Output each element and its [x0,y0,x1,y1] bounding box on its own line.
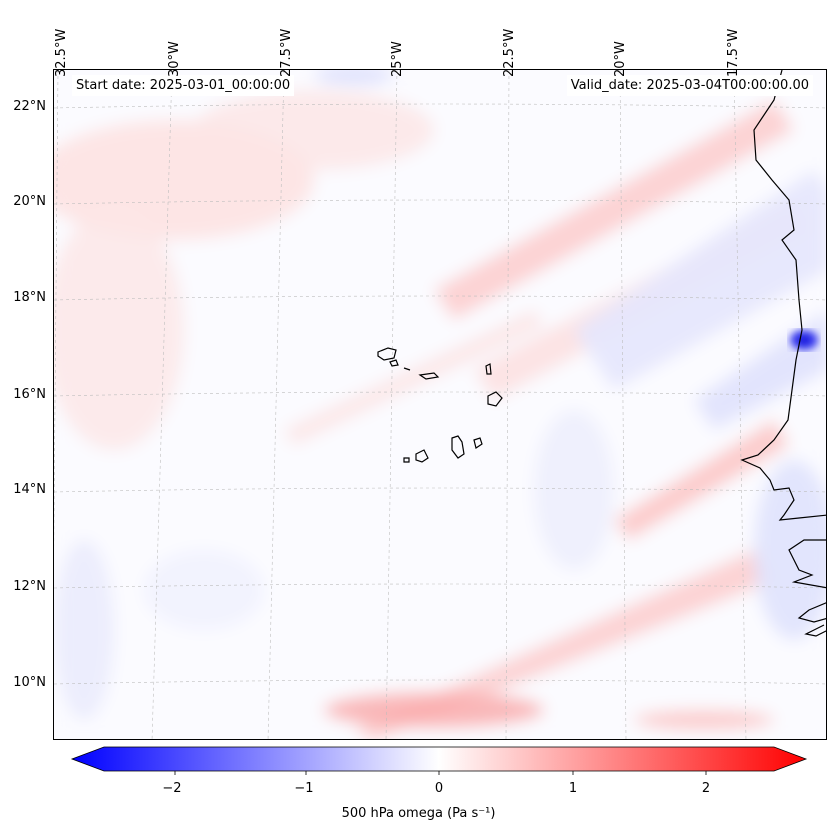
lat-label-14n: 14°N [13,482,46,497]
colorbar-tick-neg2: −2 [162,781,182,796]
graticule [54,70,826,739]
lat-label-12n: 12°N [13,579,46,594]
start-date-label: Start date: 2025-03-01_00:00:00 [72,75,295,96]
colorbar-gradient [70,746,808,772]
lat-label-20n: 20°N [13,194,46,209]
lon-label-17-5w: 17.5°W [726,28,741,77]
colorbar [70,746,808,775]
coastline [740,70,826,637]
lon-label-20w: 20°W [613,41,628,77]
omega-field [54,70,826,739]
colorbar-tick-0: 0 [434,781,444,796]
lon-label-27-5w: 27.5°W [279,28,294,77]
omega-field-map [54,70,826,739]
lat-label-16n: 16°N [13,387,46,402]
colorbar-tick-neg1: −1 [294,781,314,796]
lat-label-18n: 18°N [13,290,46,305]
colorbar-tick-1: 1 [568,781,578,796]
lat-label-22n: 22°N [13,99,46,114]
lon-label-30w: 30°W [167,41,182,77]
colorbar-label: 500 hPa omega (Pa s⁻¹) [341,806,496,821]
map-plot [53,69,827,740]
lon-label-22-5w: 22.5°W [502,28,517,77]
lon-label-32-5w: 32.5°W [54,28,69,77]
lon-label-25w: 25°W [390,41,405,77]
valid-date-label: Valid_date: 2025-03-04T00:00:00.00 [566,75,813,96]
lat-label-10n: 10°N [13,675,46,690]
colorbar-tick-2: 2 [701,781,711,796]
cape-verde-islands [377,347,503,463]
